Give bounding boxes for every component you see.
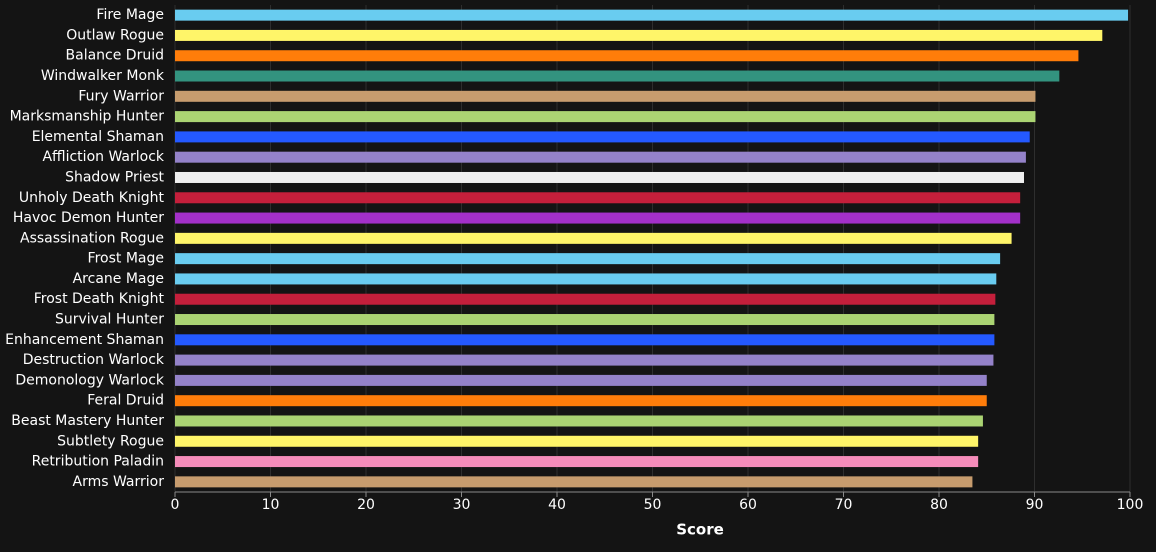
bar <box>175 29 1103 41</box>
y-tick-label: Survival Hunter <box>55 312 164 328</box>
bar <box>175 253 1001 265</box>
bar <box>175 70 1060 82</box>
bar <box>175 456 979 468</box>
y-tick-label: Affliction Warlock <box>42 149 164 165</box>
x-tick-label: 100 <box>1117 497 1144 513</box>
y-tick-label: Feral Druid <box>87 393 164 409</box>
y-tick-label: Windwalker Monk <box>41 68 165 84</box>
y-tick-label: Assassination Rogue <box>20 230 164 246</box>
bar <box>175 111 1036 123</box>
x-tick-label: 10 <box>262 497 280 513</box>
x-tick-label: 20 <box>357 497 375 513</box>
y-tick-label: Fury Warrior <box>78 88 164 104</box>
y-tick-label: Fire Mage <box>96 7 164 23</box>
x-tick-label: 60 <box>739 497 757 513</box>
y-tick-label: Elemental Shaman <box>32 129 164 145</box>
y-tick-label: Marksmanship Hunter <box>10 109 165 125</box>
bar <box>175 232 1012 244</box>
x-tick-label: 0 <box>171 497 180 513</box>
y-tick-label: Enhancement Shaman <box>5 332 164 348</box>
x-tick-label: 80 <box>930 497 948 513</box>
y-tick-label: Unholy Death Knight <box>19 190 165 206</box>
y-tick-label: Frost Mage <box>88 251 164 267</box>
bar <box>175 212 1021 224</box>
x-tick-label: 50 <box>644 497 662 513</box>
y-tick-label: Havoc Demon Hunter <box>13 210 164 226</box>
y-tick-label: Balance Druid <box>66 48 164 64</box>
bar <box>175 395 987 407</box>
y-tick-label: Frost Death Knight <box>34 291 165 307</box>
x-tick-label: 70 <box>835 497 853 513</box>
y-tick-label: Destruction Warlock <box>23 352 165 368</box>
bar <box>175 171 1024 183</box>
bar <box>175 334 995 346</box>
x-tick-label: 40 <box>548 497 566 513</box>
y-tick-label: Outlaw Rogue <box>66 27 164 43</box>
bar <box>175 50 1079 62</box>
x-tick-label: 30 <box>453 497 471 513</box>
bar <box>175 192 1021 204</box>
bar <box>175 314 995 326</box>
bar <box>175 151 1026 163</box>
bar <box>175 415 983 427</box>
y-tick-label: Subtlety Rogue <box>57 433 164 449</box>
y-tick-label: Shadow Priest <box>65 169 164 185</box>
y-tick-label: Beast Mastery Hunter <box>11 413 164 429</box>
bar <box>175 90 1036 102</box>
bar <box>175 9 1129 21</box>
bar <box>175 435 979 447</box>
bar <box>175 354 994 366</box>
bar <box>175 476 973 488</box>
y-tick-label: Retribution Paladin <box>32 454 164 470</box>
bar <box>175 374 987 386</box>
bar <box>175 273 997 285</box>
y-tick-label: Arcane Mage <box>73 271 164 287</box>
y-tick-label: Arms Warrior <box>73 474 165 490</box>
x-tick-label: 90 <box>1026 497 1044 513</box>
bar <box>175 131 1030 143</box>
x-axis-label: Score <box>676 521 724 539</box>
bar <box>175 293 996 305</box>
y-tick-label: Demonology Warlock <box>15 372 165 388</box>
